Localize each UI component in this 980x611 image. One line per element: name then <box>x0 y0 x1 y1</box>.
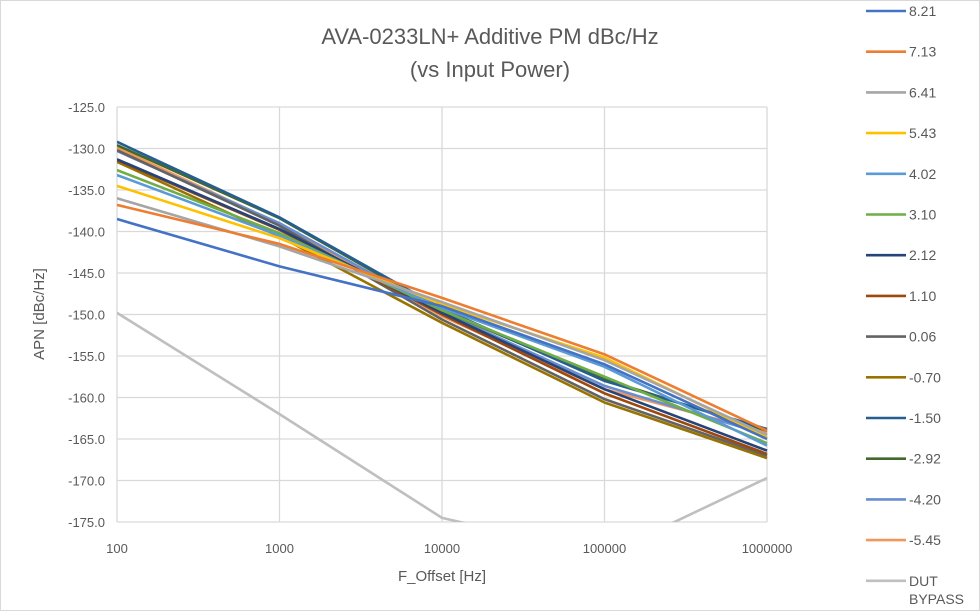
legend-item: -0.70 <box>866 369 941 385</box>
legend-item: -1.50 <box>866 410 941 426</box>
legend-label: 1.10 <box>909 288 936 304</box>
series-line-8 <box>117 148 768 457</box>
y-tick-label: -155.0 <box>68 349 105 364</box>
legend-label: -2.92 <box>909 451 941 467</box>
series-lines <box>117 140 768 522</box>
y-tick-label: -135.0 <box>68 183 105 198</box>
y-tick-label: -130.0 <box>68 142 105 157</box>
x-axis-label: F_Offset [Hz] <box>398 568 486 585</box>
legend-label-line2: BYPASS <box>909 591 964 607</box>
legend-label: -4.20 <box>909 491 941 507</box>
legend-label: 2.12 <box>909 247 936 263</box>
legend-item: 1.10 <box>866 288 936 304</box>
legend-item: -2.92 <box>866 451 941 467</box>
legend-item: 6.41 <box>866 84 936 100</box>
x-tick-label: 100000 <box>583 541 626 556</box>
legend-label: 5.43 <box>909 125 936 141</box>
series-line-4 <box>117 173 768 447</box>
legend-item: 3.10 <box>866 207 936 223</box>
legend-label: 6.41 <box>909 84 936 100</box>
series-line-0 <box>117 217 768 441</box>
legend-item: -5.45 <box>866 532 941 548</box>
series-line-6 <box>117 158 768 452</box>
legend-item: -4.20 <box>866 491 941 507</box>
legend-label: 3.10 <box>909 207 936 223</box>
x-tick-label: 10000 <box>424 541 460 556</box>
legend-label: -0.70 <box>909 369 941 385</box>
x-axis-ticks: 100 1000 10000 100000 1000000 <box>106 541 792 556</box>
y-tick-label: -170.0 <box>68 474 105 489</box>
y-tick-label: -165.0 <box>68 432 105 447</box>
legend-item: 2.12 <box>866 247 936 263</box>
legend-label: 7.13 <box>909 44 936 60</box>
x-tick-label: 1000000 <box>742 541 793 556</box>
chart-title: AVA-0233LN+ Additive PM dBc/Hz <box>321 24 658 49</box>
legend-item: 5.43 <box>866 125 936 141</box>
legend-label: 8.21 <box>909 3 936 19</box>
chart-subtitle: (vs Input Power) <box>410 57 570 82</box>
y-axis-label: APN [dBc/Hz] <box>31 268 48 360</box>
legend-label: -5.45 <box>909 532 941 548</box>
legend: 8.21 7.13 6.41 5.43 4.02 3.10 2.12 1.10 0.06 -0.7… <box>866 3 964 607</box>
x-tick-label: 1000 <box>265 541 294 556</box>
legend-label: DUT <box>909 573 938 589</box>
y-tick-label: -125.0 <box>68 100 105 115</box>
series-line-5 <box>117 168 768 445</box>
x-tick-label: 100 <box>106 541 128 556</box>
legend-label: 4.02 <box>909 166 936 182</box>
y-axis-ticks: -125.0 -130.0 -135.0 -140.0 -145.0 -150.0 -155… <box>68 100 105 530</box>
y-tick-label: -145.0 <box>68 266 105 281</box>
y-tick-label: -140.0 <box>68 225 105 240</box>
legend-item: 4.02 <box>866 166 936 182</box>
legend-item: 8.21 <box>866 3 936 19</box>
y-tick-label: -160.0 <box>68 391 105 406</box>
legend-item: 0.06 <box>866 329 936 345</box>
y-tick-label: -150.0 <box>68 308 105 323</box>
legend-item: DUT BYPASS <box>866 573 964 607</box>
series-line-14 <box>117 311 768 522</box>
legend-label: 0.06 <box>909 329 936 345</box>
legend-label: -1.50 <box>909 410 941 426</box>
y-tick-label: -175.0 <box>68 515 105 530</box>
legend-item: 7.13 <box>866 44 936 60</box>
series-line-1 <box>117 203 768 432</box>
